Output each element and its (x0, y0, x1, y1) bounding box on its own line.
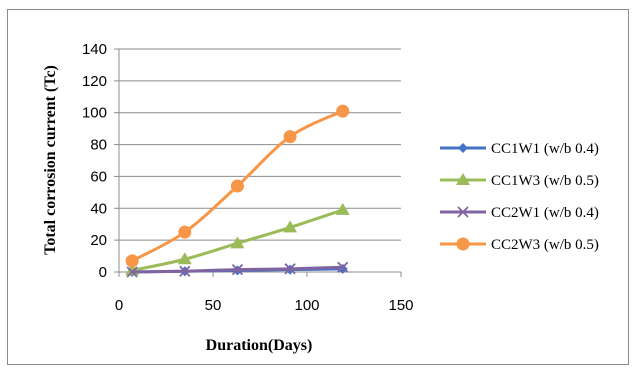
legend-item-2: CC1W3 (w/b 0.5) (440, 173, 599, 189)
data-point-s2-3 (230, 236, 245, 249)
data-point-s2-4 (283, 220, 298, 233)
axes: 0 20 40 60 80 100 120 140 0 50 100 150 (82, 41, 414, 314)
data-point-s2-5 (335, 202, 350, 215)
legend-marker-2 (456, 173, 470, 185)
legend-item-4: CC2W3 (w/b 0.5) (440, 237, 599, 253)
legend: CC1W1 (w/b 0.4) CC1W3 (w/b 0.5) CC2W1 (w/b… (440, 141, 599, 253)
series-3 (126, 261, 349, 278)
data-point-s3-1 (126, 266, 138, 278)
y-tick-label-140: 140 (82, 41, 107, 58)
y-tick-label-100: 100 (82, 105, 107, 122)
legend-marker-4 (456, 237, 470, 251)
y-tick-label-0: 0 (99, 264, 107, 281)
legend-label-1: CC1W1 (w/b 0.4) (491, 141, 599, 157)
y-tick-label-20: 20 (90, 232, 107, 249)
chart-frame (7, 9, 629, 365)
data-point-s4-2 (178, 225, 192, 239)
series-2 (125, 202, 350, 276)
data-point-s3-2 (179, 265, 191, 277)
data-point-s4-4 (283, 130, 297, 144)
y-tick-label-80: 80 (90, 137, 107, 154)
data-point-s2-2 (177, 252, 192, 265)
y-tick-label-60: 60 (90, 168, 107, 185)
x-tick-label-50: 50 (205, 297, 222, 314)
gridlines (119, 48, 401, 241)
legend-label-3: CC2W1 (w/b 0.4) (491, 205, 599, 221)
data-point-s4-5 (336, 104, 350, 118)
data-point-s3-3 (231, 263, 244, 276)
x-tick-label-0: 0 (115, 297, 123, 314)
series-4 (125, 104, 350, 268)
legend-marker-3 (457, 206, 469, 218)
legend-item-3: CC2W1 (w/b 0.4) (440, 205, 599, 221)
x-tick-label-150: 150 (388, 297, 413, 314)
x-axis-title: Duration(Days) (206, 337, 313, 354)
x-tick-label-100: 100 (294, 297, 319, 314)
legend-label-4: CC2W3 (w/b 0.5) (491, 237, 599, 253)
y-axis-title: Total corrosion current (Tc) (42, 65, 59, 255)
legend-item-1: CC1W1 (w/b 0.4) (440, 141, 599, 157)
data-point-s4-1 (125, 254, 139, 268)
legend-label-2: CC1W3 (w/b 0.5) (491, 173, 599, 189)
legend-marker-1 (458, 143, 468, 153)
data-point-s4-3 (230, 179, 244, 193)
series-layer (125, 104, 350, 278)
y-tick-label-40: 40 (90, 200, 107, 217)
data-point-s3-5 (337, 261, 349, 273)
y-tick-label-120: 120 (82, 73, 107, 90)
data-point-s3-4 (284, 263, 296, 275)
